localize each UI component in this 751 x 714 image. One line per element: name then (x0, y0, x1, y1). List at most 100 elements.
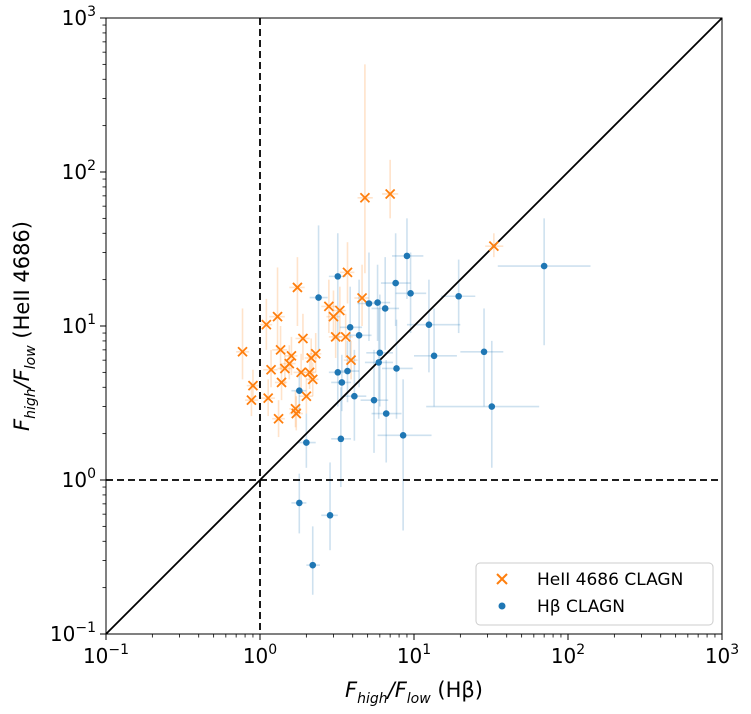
marker-hbeta-10 (344, 367, 351, 375)
marker-heii-18 (301, 391, 312, 402)
marker-heii-27 (340, 331, 351, 343)
marker-heii-5-stroke-2 (265, 364, 277, 375)
x-tick-label-1: 100 (243, 642, 277, 668)
marker-hbeta-2 (303, 439, 310, 446)
marker-hbeta-13 (355, 332, 363, 339)
marker-heii-12-stroke-2 (286, 350, 297, 361)
y-tick-label-3: 102 (62, 158, 96, 184)
y-tick-label-0: 10−1 (50, 620, 96, 646)
x-tick-label-3: 102 (551, 642, 585, 668)
ticks-layer: 10−110−1 100 100 101 101 102 102 103 103 (50, 4, 739, 668)
marker-hbeta-1 (296, 387, 303, 395)
marker-heii-32-stroke-2 (385, 188, 396, 200)
marker-heii-23 (323, 301, 334, 312)
reference-lines-layer (105, 17, 723, 635)
marker-heii-15-stroke-2 (292, 282, 303, 293)
x-tick-label-2: 101 (397, 642, 431, 668)
marker-hbeta-28 (455, 292, 462, 300)
marker-heii-29-stroke-2 (345, 355, 357, 366)
marker-heii-11-stroke-2 (284, 358, 295, 369)
marker-heii-2-stroke-2 (247, 380, 259, 391)
marker-heii-16 (296, 367, 307, 378)
marker-heii-25-stroke-2 (330, 331, 341, 343)
marker-heii-9 (276, 377, 287, 388)
marker-hbeta-5 (326, 511, 334, 519)
marker-heii-22-stroke-2 (310, 348, 321, 359)
y-tick-label-1: 100 (62, 466, 96, 492)
marker-hbeta-14 (365, 300, 373, 307)
marker-heii-17-stroke-2 (297, 333, 309, 344)
marker-hbeta-25 (407, 290, 414, 297)
marker-hbeta-7 (334, 369, 342, 376)
marker-heii-14 (291, 408, 302, 419)
marker-heii-7-stroke-2 (273, 413, 284, 424)
marker-heii-19-stroke-2 (304, 367, 315, 378)
marker-heii-12 (286, 350, 297, 361)
marker-heii-4 (263, 393, 274, 404)
marker-hbeta-9 (338, 379, 346, 386)
x-axis-label: Fhigh/Flow (Hβ) (345, 678, 483, 707)
marker-heii-3 (261, 319, 272, 330)
marker-heii-22 (310, 348, 321, 359)
legend: HeII 4686 CLAGN Hβ CLAGN (475, 562, 714, 626)
marker-heii-0 (237, 346, 248, 357)
marker-heii-13-stroke-2 (290, 403, 301, 414)
marker-hbeta-17 (375, 359, 383, 366)
marker-heii-27-stroke-2 (340, 331, 351, 343)
marker-heii-1 (246, 395, 257, 406)
marker-hbeta-24 (403, 252, 411, 260)
marker-heii-19 (304, 367, 315, 378)
marker-hbeta-12 (351, 392, 358, 400)
marker-hbeta-27 (430, 352, 438, 360)
marker-heii-6-stroke-2 (272, 311, 283, 322)
marker-hbeta-23 (399, 432, 407, 439)
marker-hbeta-21 (392, 279, 399, 287)
x-tick-label-0: 10−1 (83, 642, 129, 668)
marker-heii-33-stroke-2 (488, 241, 499, 252)
x-tick-label-4: 103 (705, 642, 739, 668)
marker-heii-14-stroke-2 (291, 408, 302, 419)
legend-label-hbeta: Hβ CLAGN (537, 597, 625, 617)
marker-heii-2 (247, 380, 259, 391)
marker-heii-31-stroke-2 (359, 192, 371, 203)
marker-hbeta-19 (381, 305, 389, 312)
marker-hbeta-30 (488, 403, 496, 410)
marker-heii-25 (330, 331, 341, 343)
marker-heii-6 (272, 311, 283, 322)
marker-heii-31 (359, 192, 371, 203)
marker-heii-17 (297, 333, 309, 344)
y-tick-label-2: 101 (62, 312, 96, 338)
marker-heii-16-stroke-2 (296, 367, 307, 378)
marker-hbeta-20 (382, 410, 390, 417)
marker-heii-5 (265, 364, 277, 375)
marker-hbeta-0 (296, 499, 303, 507)
marker-heii-30 (356, 292, 368, 304)
legend-marker-heii (496, 573, 508, 585)
marker-heii-26 (334, 305, 345, 316)
marker-hbeta-22 (393, 365, 400, 372)
marker-hbeta-18 (376, 349, 384, 357)
marker-heii-28 (342, 267, 353, 278)
marker-heii-26-stroke-2 (334, 305, 345, 316)
marker-heii-32 (385, 188, 396, 200)
marker-heii-3-stroke-2 (261, 319, 272, 330)
marker-hbeta-3 (309, 561, 317, 569)
marker-heii-29 (345, 355, 357, 366)
marker-hbeta-8 (337, 435, 345, 443)
marker-heii-18-stroke-2 (301, 391, 312, 402)
marker-heii-11 (284, 358, 295, 369)
marker-heii-8 (275, 344, 286, 355)
marker-heii-9-stroke-2 (276, 377, 287, 388)
marker-hbeta-4 (315, 294, 322, 301)
marker-heii-23-stroke-2 (323, 301, 334, 312)
marker-hbeta-31 (540, 262, 548, 270)
marker-hbeta-11 (346, 324, 354, 331)
reference-line-diagonal (105, 17, 723, 635)
marker-hbeta-29 (480, 348, 488, 356)
markers-layer (237, 188, 548, 569)
marker-heii-0-stroke-2 (237, 346, 248, 357)
marker-heii-1-stroke-2 (246, 395, 257, 406)
legend-marker-hbeta (498, 602, 506, 610)
marker-heii-30-stroke-2 (356, 292, 368, 304)
